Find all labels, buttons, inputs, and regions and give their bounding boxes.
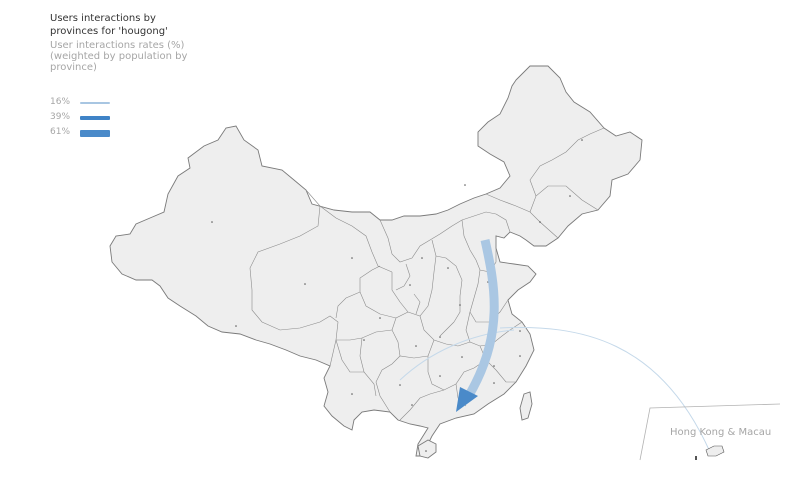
- legend-label: 61%: [50, 127, 71, 137]
- legend-label: 16%: [50, 97, 71, 107]
- hong-kong-shape: [705, 445, 725, 457]
- taiwan-island: [519, 391, 533, 421]
- map-subtitle: User interactions rates (%) (weighted by…: [50, 40, 188, 73]
- hainan-island: [417, 439, 437, 459]
- flow-line-thin-west: [399, 329, 515, 381]
- legend-item-medium: 39%: [50, 111, 120, 126]
- flow-arrow-main: [464, 239, 499, 400]
- flow-arrowhead: [456, 387, 478, 412]
- legend-line-thin: [80, 102, 110, 104]
- inset-label: Hong Kong & Macau: [670, 427, 771, 438]
- legend-item-large: 61%: [50, 126, 120, 141]
- province-centroids: [211, 139, 583, 452]
- legend-line-medium: [80, 116, 110, 120]
- flow-legend: 16% 39% 61%: [50, 96, 120, 141]
- macau-shape: [695, 456, 697, 460]
- map-title: Users interactions by provinces for 'hou…: [50, 13, 168, 37]
- legend-label: 39%: [50, 112, 71, 122]
- inset-frame: [639, 403, 781, 461]
- province-borders: [249, 127, 605, 421]
- legend-line-thick: [80, 130, 110, 137]
- legend-item-small: 16%: [50, 96, 120, 111]
- flow-line-thin-inset: [499, 327, 711, 453]
